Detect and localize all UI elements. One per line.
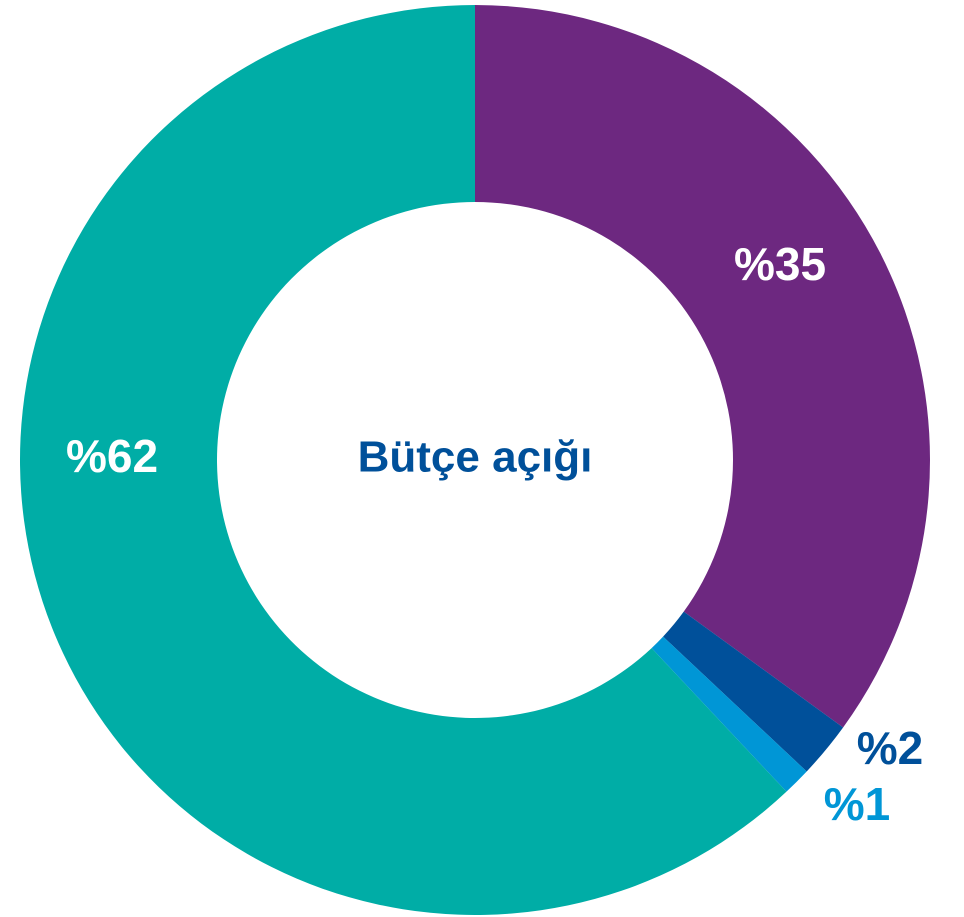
value-label: %2	[857, 722, 923, 774]
value-label: %1	[824, 778, 890, 830]
slice	[19, 5, 787, 916]
value-label: %35	[734, 238, 826, 290]
center-label: Bütçe açığı	[358, 433, 593, 482]
value-label: %62	[66, 430, 158, 482]
slice	[651, 636, 807, 792]
slice	[663, 611, 844, 772]
slice	[475, 5, 931, 728]
